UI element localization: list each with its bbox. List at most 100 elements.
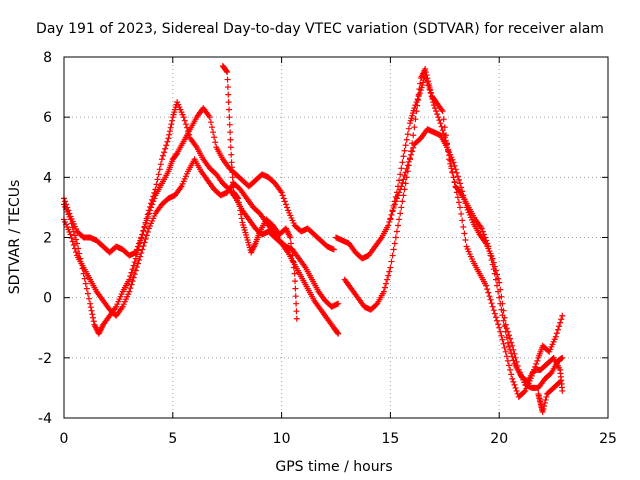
data-point — [398, 204, 405, 211]
data-point — [486, 293, 493, 300]
data-point — [164, 138, 171, 145]
data-point — [180, 114, 187, 121]
data-point — [64, 204, 71, 211]
data-point — [547, 370, 554, 377]
data-point — [541, 399, 548, 406]
data-point — [288, 240, 295, 247]
data-point — [508, 350, 515, 357]
data-point — [399, 159, 406, 166]
data-point — [88, 307, 95, 314]
data-point — [534, 357, 541, 364]
data-point — [292, 278, 299, 285]
data-point — [483, 237, 490, 244]
data-point — [486, 248, 493, 255]
data-point — [227, 136, 234, 143]
data-point — [435, 114, 442, 121]
data-point — [380, 288, 387, 295]
data-point — [439, 108, 446, 115]
data-point — [126, 288, 133, 295]
data-point — [542, 396, 549, 403]
data-point — [157, 161, 164, 168]
data-point — [141, 239, 148, 246]
data-point — [490, 307, 497, 314]
data-point — [140, 227, 147, 234]
data-point — [126, 276, 133, 283]
data-point — [65, 207, 72, 214]
data-point — [129, 266, 136, 273]
data-point — [501, 344, 508, 351]
data-point — [154, 176, 161, 183]
data-point — [391, 198, 398, 205]
data-point — [139, 231, 146, 238]
data-point — [284, 204, 291, 211]
data-point — [556, 379, 563, 386]
data-point — [182, 121, 189, 128]
data-point — [224, 84, 231, 91]
data-point — [138, 250, 145, 257]
data-point — [503, 334, 510, 341]
axis-ticks — [63, 56, 609, 419]
data-point — [410, 132, 417, 139]
data-point — [401, 186, 408, 193]
data-point — [452, 166, 459, 173]
data-point — [83, 285, 90, 292]
data-point — [457, 180, 464, 187]
data-point — [67, 231, 74, 238]
data-point — [335, 330, 342, 337]
y-tick-label: 2 — [43, 231, 52, 247]
data-point — [165, 135, 172, 142]
data-point — [281, 198, 288, 205]
data-point — [422, 72, 429, 79]
data-point — [235, 199, 242, 206]
data-point — [410, 144, 417, 151]
data-point — [131, 259, 138, 266]
data-point — [66, 210, 73, 217]
data-point — [498, 332, 505, 339]
data-points — [61, 63, 566, 415]
data-point — [134, 260, 141, 267]
data-point — [405, 125, 412, 132]
data-point — [484, 286, 491, 293]
data-point — [513, 387, 520, 394]
data-point — [487, 252, 494, 259]
data-point — [90, 314, 97, 321]
data-point — [166, 128, 173, 135]
data-point — [483, 282, 490, 289]
data-point — [504, 339, 511, 346]
data-point — [393, 228, 400, 235]
data-point — [557, 378, 564, 385]
y-tick-label: -2 — [38, 351, 52, 367]
data-point — [142, 220, 149, 227]
y-tick-label: 0 — [43, 291, 52, 307]
data-point — [400, 176, 407, 183]
x-tick-label: 10 — [273, 431, 291, 447]
y-tick-labels: -4 -2 0 2 4 6 8 — [38, 50, 52, 427]
data-point — [497, 300, 504, 307]
data-point — [505, 362, 512, 369]
y-tick-label: 4 — [43, 170, 52, 186]
data-point — [503, 353, 510, 360]
data-point — [127, 285, 134, 292]
data-point — [393, 189, 400, 196]
data-point — [168, 121, 175, 128]
data-point — [409, 140, 416, 147]
data-point — [143, 232, 150, 239]
data-point — [207, 119, 214, 126]
data-point — [505, 343, 512, 350]
data-point — [454, 173, 461, 180]
data-point — [228, 164, 235, 171]
data-point — [507, 335, 514, 342]
data-point — [181, 117, 188, 124]
data-point — [289, 252, 296, 259]
data-point — [390, 246, 397, 253]
data-point — [236, 203, 243, 210]
data-point — [539, 408, 546, 415]
data-point — [501, 323, 508, 330]
data-point — [163, 142, 170, 149]
data-point — [293, 315, 300, 322]
data-point — [62, 198, 69, 205]
data-point — [559, 387, 566, 394]
data-point — [229, 174, 236, 181]
data-point — [134, 243, 141, 250]
data-point — [492, 276, 499, 283]
